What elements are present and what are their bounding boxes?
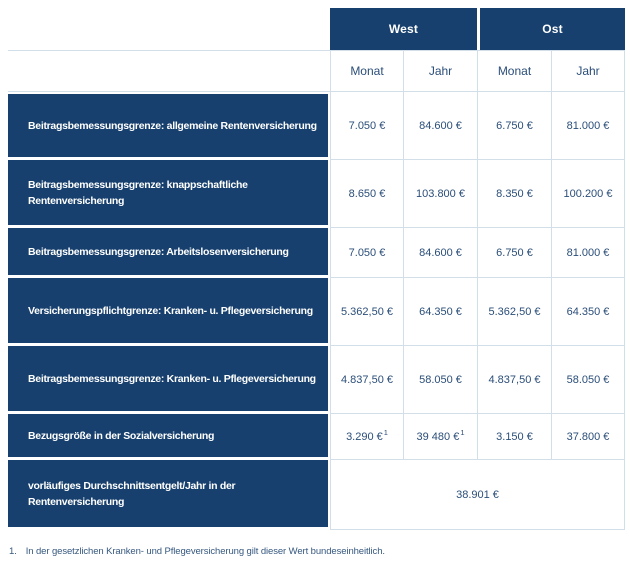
value-cell: 5.362,50 €: [477, 278, 551, 346]
row-label-beitragsbemessungsgrenze-kranken: Beitragsbemessungsgrenze: Kranken- u. Pf…: [8, 346, 330, 414]
value-cell: 8.650 €: [330, 160, 403, 228]
value-cell: 3.290 €1: [330, 414, 403, 460]
row-label-arbeitslosenversicherung: Beitragsbemessungsgrenze: Arbeitslosenve…: [8, 228, 330, 278]
value-cell: 58.050 €: [403, 346, 477, 414]
footnote: 1. In der gesetzlichen Kranken- und Pfle…: [9, 546, 385, 557]
row-label-allgemeine-rentenversicherung: Beitragsbemessungsgrenze: allgemeine Ren…: [8, 92, 330, 160]
value-cell: 81.000 €: [551, 92, 625, 160]
row-label-durchschnittsentgelt-rentenversicherung: vorläufiges Durchschnittsentgelt/Jahr in…: [8, 460, 330, 530]
value-cell: 7.050 €: [330, 92, 403, 160]
value-text: 3.290 €: [346, 430, 383, 443]
value-cell: 37.800 €: [551, 414, 625, 460]
footnote-text: In der gesetzlichen Kranken- und Pflegev…: [25, 546, 385, 557]
value-cell: 3.150 €: [477, 414, 551, 460]
value-cell: 58.050 €: [551, 346, 625, 414]
subheader-ost-monat: Monat: [477, 50, 551, 92]
value-text: 39 480 €: [416, 430, 460, 443]
value-cell: 103.800 €: [403, 160, 477, 228]
value-cell: 6.750 €: [477, 228, 551, 278]
column-group-header-west: West: [330, 8, 477, 50]
value-cell: 100.200 €: [551, 160, 625, 228]
row-label-versicherungspflichtgrenze-kranken: Versicherungspflichtgrenze: Kranken- u. …: [8, 278, 330, 346]
subheader-ost-jahr: Jahr: [551, 50, 625, 92]
value-cell: 7.050 €: [330, 228, 403, 278]
value-cell: 6.750 €: [477, 92, 551, 160]
subheader-west-jahr: Jahr: [403, 50, 477, 92]
value-cell-spanning: 38.901 €: [330, 460, 625, 530]
value-cell: 4.837,50 €: [477, 346, 551, 414]
beitragsbemessungsgrenzen-table: West Ost Monat Jahr Monat Jahr Beitragsb…: [8, 8, 625, 530]
value-cell: 5.362,50 €: [330, 278, 403, 346]
value-cell: 84.600 €: [403, 228, 477, 278]
column-group-header-ost: Ost: [477, 8, 625, 50]
value-cell: 64.350 €: [551, 278, 625, 346]
row-label-knappschaftliche-rentenversicherung: Beitragsbemessungsgrenze: knappschaftlic…: [8, 160, 330, 228]
value-cell: 39 480 €1: [403, 414, 477, 460]
value-cell: 84.600 €: [403, 92, 477, 160]
value-cell: 8.350 €: [477, 160, 551, 228]
value-cell: 81.000 €: [551, 228, 625, 278]
row-label-bezugsgroesse-sozialversicherung: Bezugsgröße in der Sozialversicherung: [8, 414, 330, 460]
value-cell: 4.837,50 €: [330, 346, 403, 414]
subheader-spacer: [8, 50, 330, 92]
footnote-number: 1.: [9, 546, 17, 557]
table-corner-spacer: [8, 8, 330, 50]
value-cell: 64.350 €: [403, 278, 477, 346]
subheader-west-monat: Monat: [330, 50, 403, 92]
